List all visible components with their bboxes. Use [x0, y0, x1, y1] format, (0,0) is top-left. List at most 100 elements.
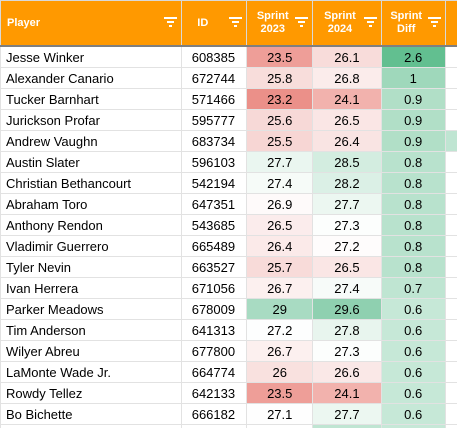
- cell-sprint-2024[interactable]: 27.8: [312, 319, 382, 341]
- cell-sprint-2023[interactable]: 26.7: [246, 340, 314, 362]
- cell-sprint-diff[interactable]: 0.8: [380, 151, 446, 173]
- cell-sprint-2023[interactable]: 26.4: [246, 235, 314, 257]
- cell-sprint-diff[interactable]: [380, 424, 446, 428]
- cell-player[interactable]: Austin Slater: [0, 151, 183, 173]
- cell-player[interactable]: Andrew Vaughn: [0, 130, 183, 152]
- cell-extra[interactable]: [444, 256, 457, 278]
- cell-sprint-2024[interactable]: 24.1: [312, 88, 382, 110]
- cell-id[interactable]: [181, 424, 248, 428]
- cell-sprint-2023[interactable]: 23.5: [246, 382, 314, 404]
- cell-extra[interactable]: [444, 109, 457, 131]
- cell-id[interactable]: 595777: [181, 109, 248, 131]
- cell-sprint-2024[interactable]: 27.7: [312, 403, 382, 425]
- cell-extra[interactable]: [444, 151, 457, 173]
- cell-player[interactable]: Anthony Rendon: [0, 214, 183, 236]
- cell-extra[interactable]: [444, 214, 457, 236]
- header-id[interactable]: ID: [181, 0, 248, 47]
- cell-extra[interactable]: [444, 277, 457, 299]
- cell-sprint-2024[interactable]: 26.5: [312, 109, 382, 131]
- cell-sprint-diff[interactable]: 0.8: [380, 256, 446, 278]
- cell-id[interactable]: 678009: [181, 298, 248, 320]
- cell-extra[interactable]: [444, 172, 457, 194]
- cell-sprint-2023[interactable]: 26.5: [246, 214, 314, 236]
- cell-id[interactable]: 641313: [181, 319, 248, 341]
- cell-id[interactable]: 683734: [181, 130, 248, 152]
- cell-sprint-diff[interactable]: 0.6: [380, 403, 446, 425]
- cell-sprint-2023[interactable]: 29: [246, 298, 314, 320]
- cell-sprint-2024[interactable]: 26.6: [312, 361, 382, 383]
- cell-sprint-2023[interactable]: 27.2: [246, 319, 314, 341]
- cell-sprint-diff[interactable]: 0.6: [380, 382, 446, 404]
- cell-id[interactable]: 671056: [181, 277, 248, 299]
- cell-id[interactable]: 677800: [181, 340, 248, 362]
- cell-sprint-2023[interactable]: 27.1: [246, 403, 314, 425]
- cell-sprint-2024[interactable]: 26.8: [312, 67, 382, 89]
- cell-sprint-diff[interactable]: 0.8: [380, 235, 446, 257]
- cell-sprint-diff[interactable]: 0.9: [380, 88, 446, 110]
- filter-icon[interactable]: [427, 16, 441, 27]
- cell-sprint-diff[interactable]: 0.9: [380, 130, 446, 152]
- cell-player[interactable]: Alexander Canario: [0, 67, 183, 89]
- cell-sprint-2023[interactable]: 25.5: [246, 130, 314, 152]
- header-sprint-diff[interactable]: Sprint Diff: [380, 0, 446, 47]
- filter-icon[interactable]: [295, 16, 309, 27]
- cell-sprint-2024[interactable]: 28.2: [312, 172, 382, 194]
- cell-sprint-2023[interactable]: 25.7: [246, 256, 314, 278]
- cell-extra[interactable]: [444, 361, 457, 383]
- cell-sprint-2024[interactable]: 26.4: [312, 130, 382, 152]
- cell-extra[interactable]: [444, 403, 457, 425]
- cell-id[interactable]: 666182: [181, 403, 248, 425]
- cell-sprint-2024[interactable]: 27.3: [312, 340, 382, 362]
- header-player[interactable]: Player: [0, 0, 183, 47]
- cell-player[interactable]: Wilyer Abreu: [0, 340, 183, 362]
- cell-sprint-2023[interactable]: 27.4: [246, 172, 314, 194]
- cell-sprint-2023[interactable]: 26: [246, 361, 314, 383]
- cell-sprint-2024[interactable]: 29.6: [312, 298, 382, 320]
- cell-sprint-2023[interactable]: 26.7: [246, 277, 314, 299]
- cell-extra[interactable]: [444, 130, 457, 152]
- cell-sprint-2024[interactable]: 26.1: [312, 45, 382, 68]
- cell-extra[interactable]: [444, 193, 457, 215]
- cell-sprint-diff[interactable]: 0.8: [380, 172, 446, 194]
- cell-sprint-diff[interactable]: 0.8: [380, 193, 446, 215]
- cell-player[interactable]: LaMonte Wade Jr.: [0, 361, 183, 383]
- filter-icon[interactable]: [229, 16, 243, 27]
- cell-sprint-2024[interactable]: [312, 424, 382, 428]
- cell-id[interactable]: 642133: [181, 382, 248, 404]
- cell-sprint-2023[interactable]: 25.8: [246, 67, 314, 89]
- cell-extra[interactable]: [444, 235, 457, 257]
- cell-sprint-diff[interactable]: 0.8: [380, 214, 446, 236]
- header-sprint-2023[interactable]: Sprint 2023: [246, 0, 314, 47]
- cell-extra[interactable]: [444, 340, 457, 362]
- cell-sprint-2024[interactable]: 27.7: [312, 193, 382, 215]
- cell-sprint-2024[interactable]: 28.5: [312, 151, 382, 173]
- cell-player[interactable]: Abraham Toro: [0, 193, 183, 215]
- cell-sprint-diff[interactable]: 0.7: [380, 277, 446, 299]
- cell-id[interactable]: 543685: [181, 214, 248, 236]
- cell-sprint-diff[interactable]: 2.6: [380, 45, 446, 68]
- cell-sprint-2023[interactable]: 27.7: [246, 151, 314, 173]
- cell-player[interactable]: Vladimir Guerrero: [0, 235, 183, 257]
- cell-extra[interactable]: [444, 382, 457, 404]
- header-extra-column[interactable]: [444, 0, 457, 47]
- cell-extra[interactable]: [444, 88, 457, 110]
- cell-id[interactable]: 663527: [181, 256, 248, 278]
- cell-sprint-2023[interactable]: 23.2: [246, 88, 314, 110]
- cell-player[interactable]: Tim Anderson: [0, 319, 183, 341]
- cell-player[interactable]: Parker Meadows: [0, 298, 183, 320]
- cell-sprint-diff[interactable]: 1: [380, 67, 446, 89]
- cell-sprint-2024[interactable]: 27.2: [312, 235, 382, 257]
- cell-id[interactable]: 664774: [181, 361, 248, 383]
- cell-sprint-diff[interactable]: 0.6: [380, 361, 446, 383]
- cell-player[interactable]: Jesse Winker: [0, 45, 183, 68]
- cell-sprint-diff[interactable]: 0.6: [380, 340, 446, 362]
- cell-id[interactable]: 596103: [181, 151, 248, 173]
- cell-sprint-2023[interactable]: 23.5: [246, 45, 314, 68]
- header-sprint-2024[interactable]: Sprint 2024: [312, 0, 382, 47]
- cell-player[interactable]: Rowdy Tellez: [0, 382, 183, 404]
- cell-extra[interactable]: [444, 45, 457, 68]
- cell-player[interactable]: Tyler Nevin: [0, 256, 183, 278]
- cell-player[interactable]: [0, 424, 183, 428]
- cell-sprint-2023[interactable]: 25.6: [246, 109, 314, 131]
- cell-sprint-diff[interactable]: 0.9: [380, 109, 446, 131]
